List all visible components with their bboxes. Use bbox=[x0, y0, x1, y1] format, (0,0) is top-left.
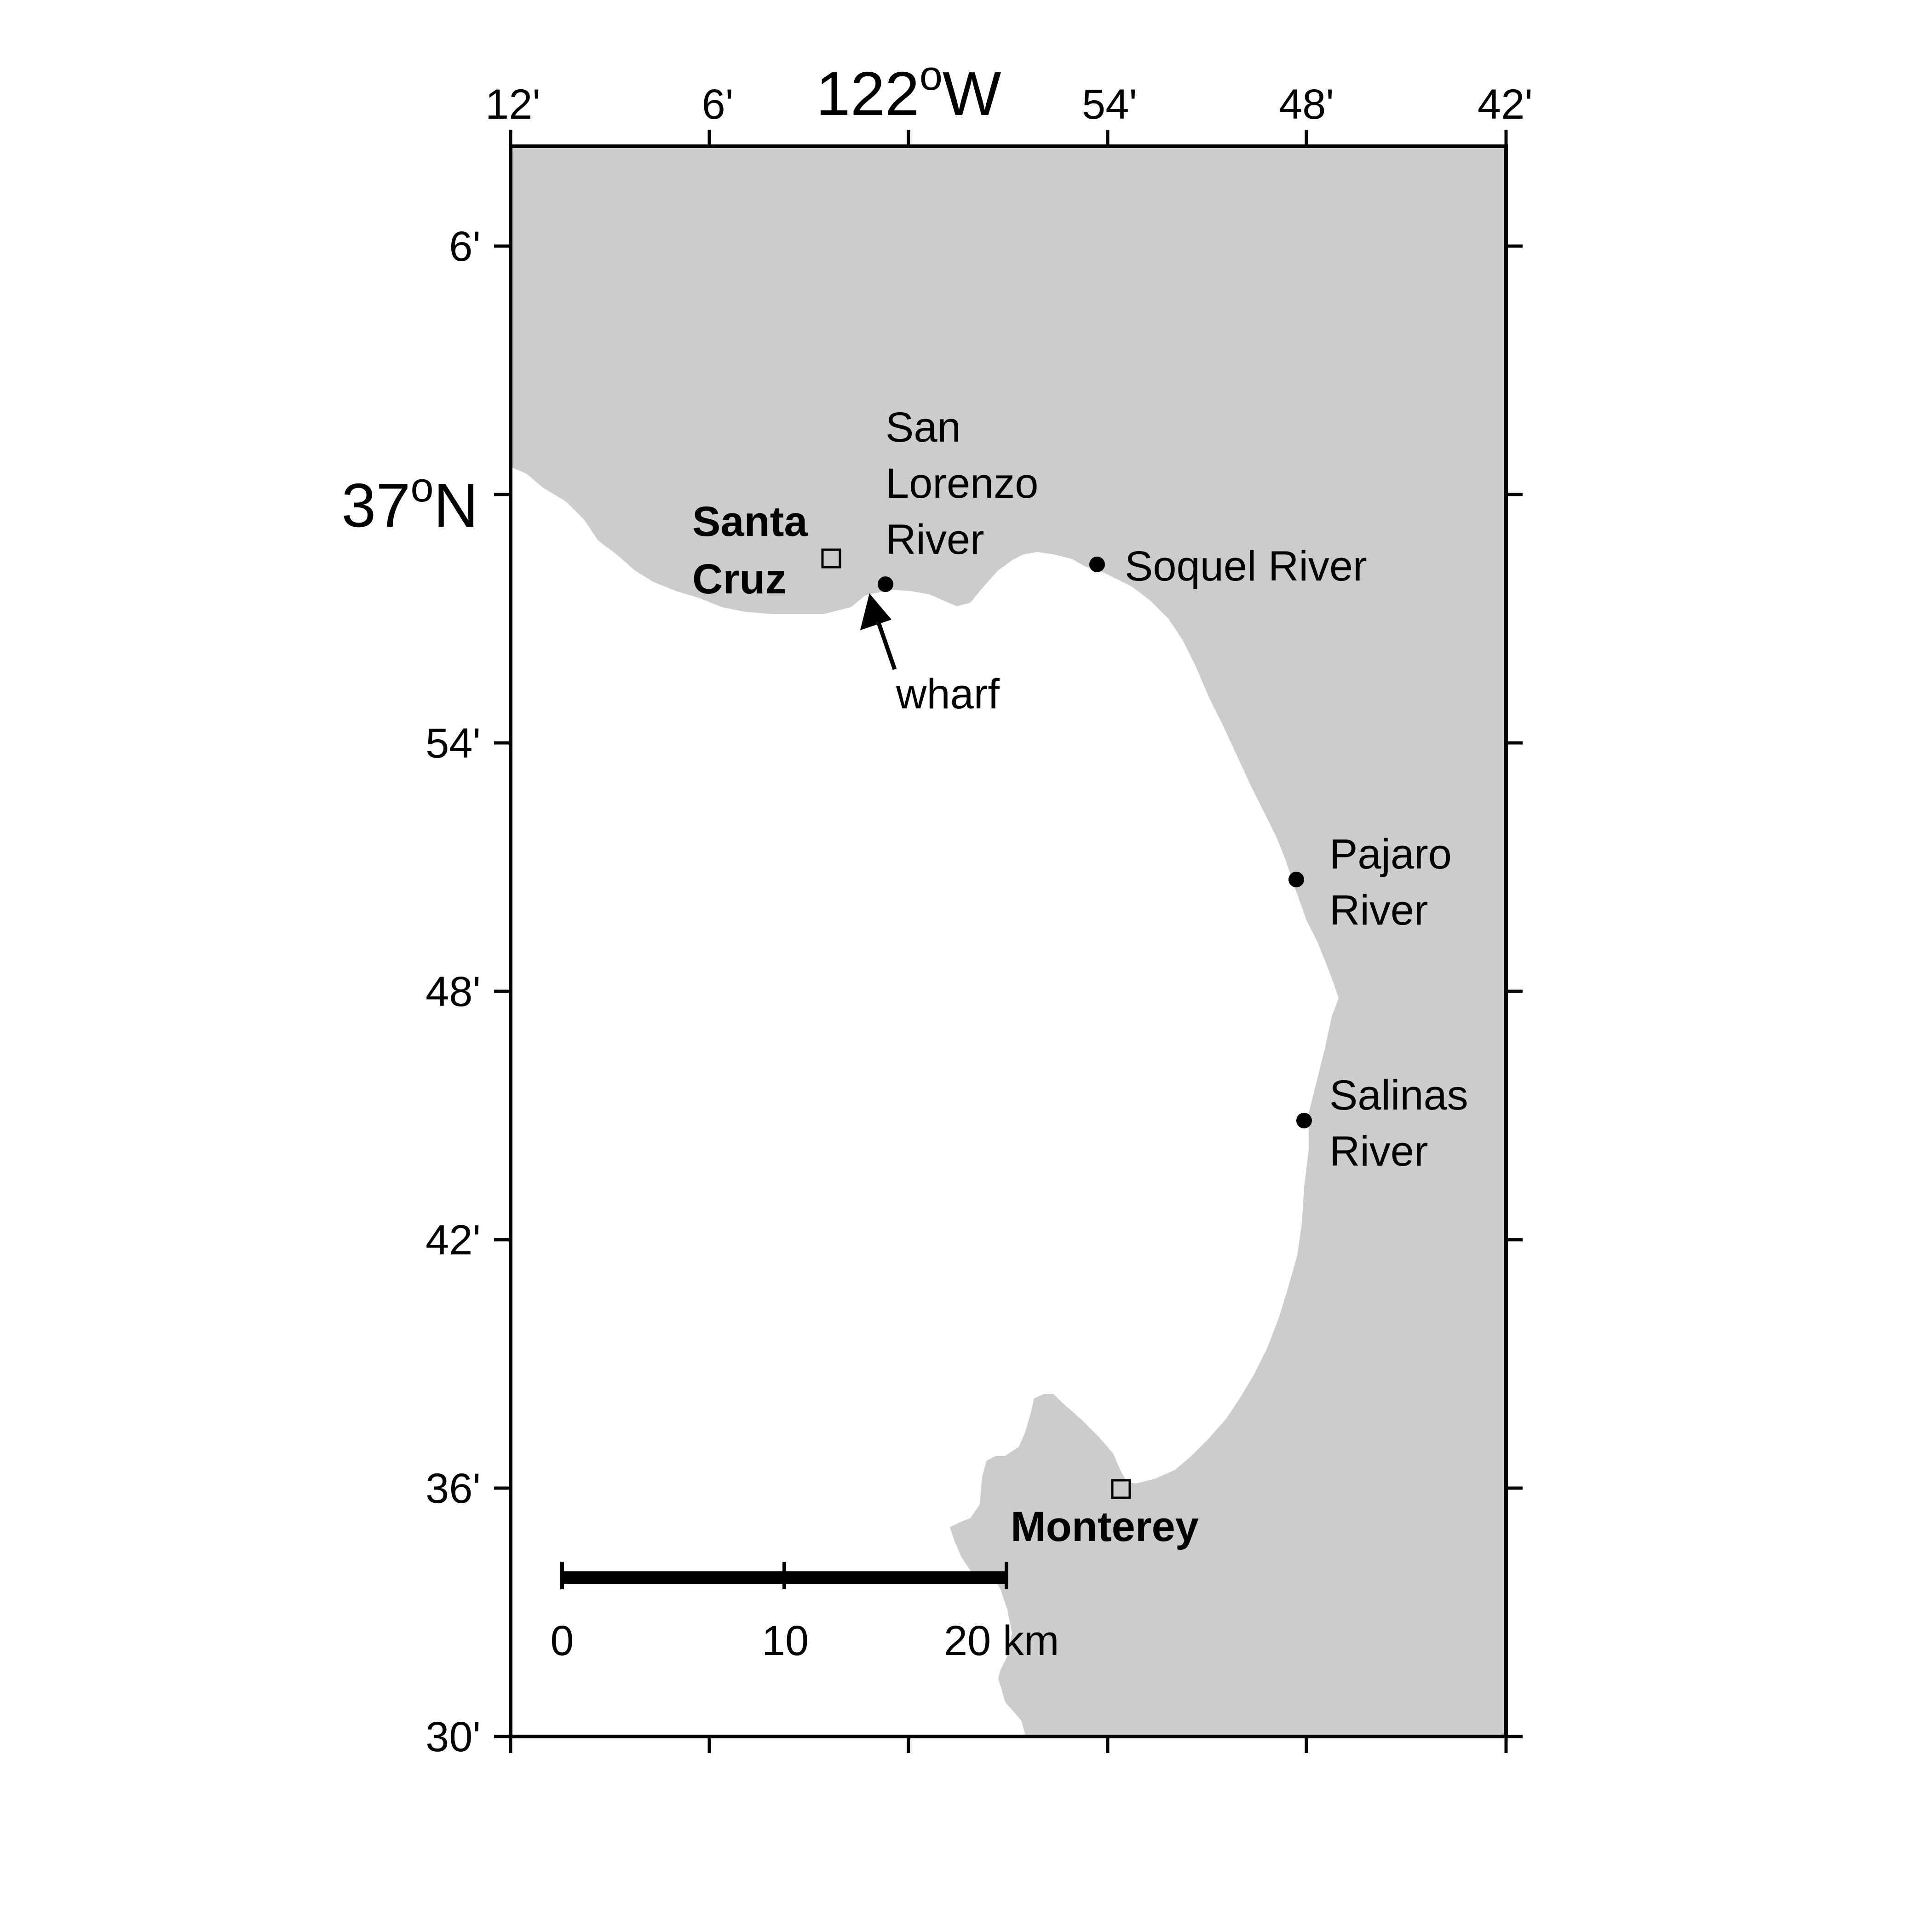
soquel-river-label: Soquel River bbox=[1125, 543, 1367, 590]
monterey-square-marker bbox=[1111, 1479, 1131, 1499]
map-area bbox=[511, 146, 1506, 1736]
left-latitude-ticks bbox=[494, 244, 511, 1738]
san-lorenzo-label-line2: Lorenzo bbox=[886, 460, 1038, 507]
wharf-arrow-shaft bbox=[875, 618, 897, 670]
latitude-degree-label: 37oN bbox=[341, 465, 478, 540]
longitude-tick-labels: 12' 6' 54' 48' 42' bbox=[485, 81, 1533, 128]
santa-cruz-label-line2: Cruz bbox=[692, 556, 786, 603]
longitude-degree-value: 122 bbox=[816, 59, 920, 128]
latitude-hemisphere: N bbox=[434, 471, 479, 540]
monterey-label: Monterey bbox=[1011, 1503, 1199, 1550]
longitude-tick-label: 54' bbox=[1082, 81, 1137, 128]
wharf-arrow bbox=[860, 593, 897, 670]
latitude-tick-label: 30' bbox=[426, 1714, 481, 1760]
bottom-longitude-ticks bbox=[509, 1736, 1508, 1753]
pajaro-river-label-line1: Pajaro bbox=[1329, 831, 1452, 878]
salinas-river-label-line1: Salinas bbox=[1329, 1072, 1468, 1119]
wharf-arrow-head bbox=[860, 593, 891, 630]
top-longitude-ticks bbox=[509, 130, 1508, 146]
latitude-tick-labels: 6' 54' 48' 42' 36' 30' bbox=[426, 223, 481, 1760]
santa-cruz-label-line1: Santa bbox=[692, 498, 808, 545]
longitude-tick-label: 42' bbox=[1478, 81, 1533, 128]
degree-symbol: o bbox=[920, 53, 943, 99]
latitude-degree-value: 37 bbox=[341, 471, 410, 540]
right-latitude-ticks bbox=[1506, 244, 1523, 1738]
san-lorenzo-river-marker bbox=[878, 576, 893, 592]
latitude-tick-label: 54' bbox=[426, 720, 481, 767]
pajaro-river-marker bbox=[1288, 872, 1304, 887]
longitude-degree-label: 122oW bbox=[816, 53, 1001, 128]
scale-bar-label: 0 bbox=[550, 1617, 574, 1664]
longitude-hemisphere: W bbox=[943, 59, 1001, 128]
latitude-tick-label: 48' bbox=[426, 968, 481, 1015]
salinas-river-label-line2: River bbox=[1329, 1128, 1428, 1175]
san-lorenzo-label-line3: River bbox=[886, 516, 984, 563]
longitude-tick-label: 48' bbox=[1279, 81, 1334, 128]
latitude-tick-label: 6' bbox=[449, 223, 481, 270]
longitude-tick-label: 12' bbox=[485, 81, 540, 128]
san-lorenzo-label-line1: San bbox=[886, 404, 961, 451]
latitude-tick-label: 36' bbox=[426, 1465, 481, 1512]
wharf-label: wharf bbox=[896, 671, 1000, 718]
salinas-river-marker bbox=[1296, 1113, 1312, 1128]
pajaro-river-label-line2: River bbox=[1329, 887, 1428, 934]
scale-bar: 0 10 20 km bbox=[550, 1562, 1059, 1664]
longitude-tick-label: 6' bbox=[702, 81, 734, 128]
soquel-river-marker bbox=[1089, 557, 1105, 572]
degree-symbol: o bbox=[410, 465, 433, 511]
latitude-tick-label: 42' bbox=[426, 1217, 481, 1264]
map-frame bbox=[509, 144, 1508, 1738]
santa-cruz-square-marker bbox=[821, 548, 841, 569]
scale-bar-label: 20 km bbox=[944, 1617, 1059, 1664]
monterey-bay-water bbox=[511, 467, 1339, 1736]
scale-bar-label: 10 bbox=[762, 1617, 809, 1664]
